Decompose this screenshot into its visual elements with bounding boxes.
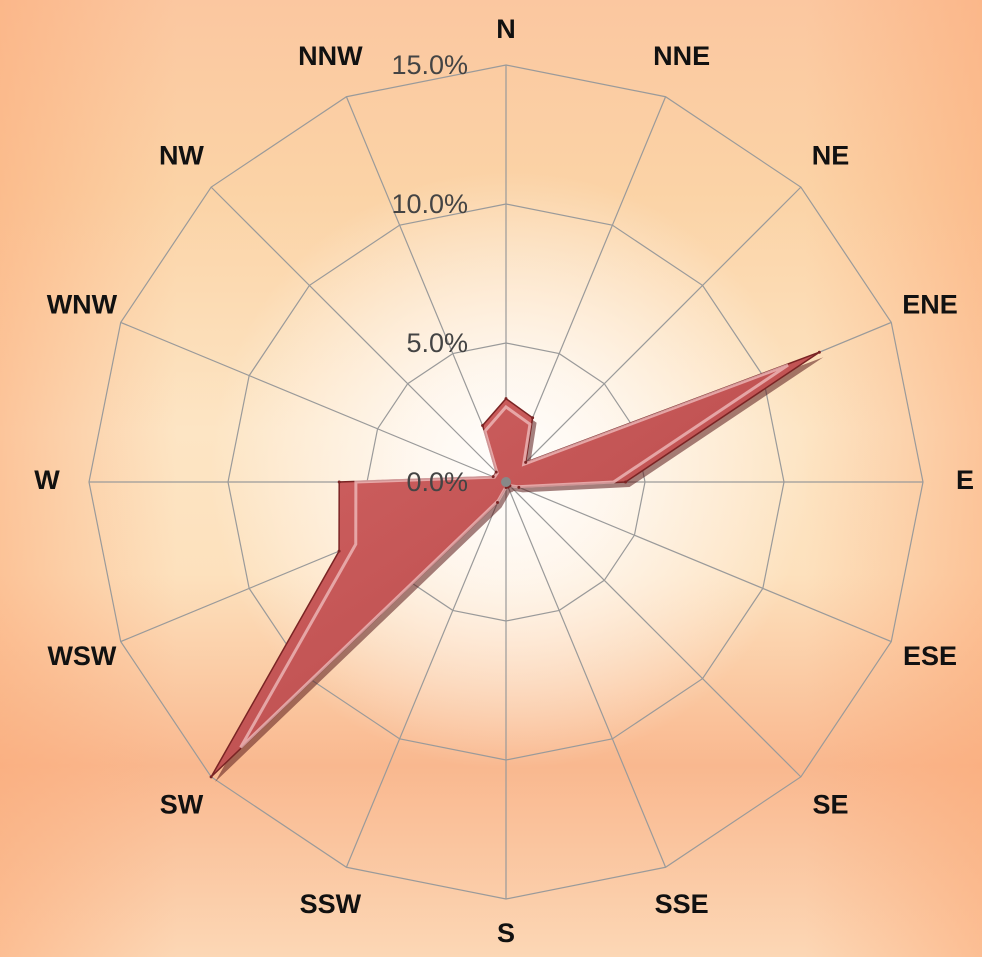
data-point xyxy=(524,460,528,464)
direction-label: WNW xyxy=(47,289,118,319)
grid-spoke xyxy=(505,481,802,778)
grid-spoke xyxy=(210,186,507,483)
data-point xyxy=(491,475,495,479)
data-point xyxy=(337,480,341,484)
direction-label: ESE xyxy=(903,641,957,671)
direction-label: W xyxy=(34,465,60,495)
direction-label: NE xyxy=(812,141,850,171)
data-point xyxy=(517,485,521,489)
tick-label: 10.0% xyxy=(391,189,468,219)
data-point xyxy=(495,501,499,505)
direction-label: S xyxy=(497,918,515,948)
data-point xyxy=(209,775,213,779)
grid-spoke xyxy=(345,481,507,868)
direction-label: SSE xyxy=(655,889,709,919)
data-point xyxy=(337,549,341,553)
direction-label: NNE xyxy=(653,41,710,71)
direction-label: E xyxy=(956,465,974,495)
grid-spoke xyxy=(505,481,667,868)
direction-labels: N NNE NE ENE E ESE SE SSE S SSW SW WSW W WNW NW NNW xyxy=(34,14,974,948)
direction-label: SE xyxy=(813,790,849,820)
tick-label: 5.0% xyxy=(406,328,468,358)
grid-spoke xyxy=(120,321,507,483)
direction-label: NW xyxy=(159,141,204,171)
direction-label: WSW xyxy=(47,641,116,671)
series-layer xyxy=(209,350,824,782)
data-point xyxy=(817,350,821,354)
tick-label: 15.0% xyxy=(391,50,468,80)
grid-spoke xyxy=(505,481,892,643)
radial-tick-labels: 0.0% 5.0% 10.0% 15.0% xyxy=(391,50,468,497)
direction-label: NNW xyxy=(298,41,363,71)
center-point xyxy=(501,477,511,487)
direction-label: SW xyxy=(160,790,204,820)
tick-label: 0.0% xyxy=(406,467,468,497)
grid-spoke xyxy=(345,96,507,483)
data-point xyxy=(624,480,628,484)
data-point xyxy=(504,397,508,401)
direction-label: N xyxy=(496,14,516,44)
data-point xyxy=(481,423,485,427)
data-point xyxy=(531,416,535,420)
direction-label: SSW xyxy=(300,889,362,919)
data-point xyxy=(494,470,498,474)
direction-label: ENE xyxy=(902,289,958,319)
grid-spoke xyxy=(505,186,802,483)
